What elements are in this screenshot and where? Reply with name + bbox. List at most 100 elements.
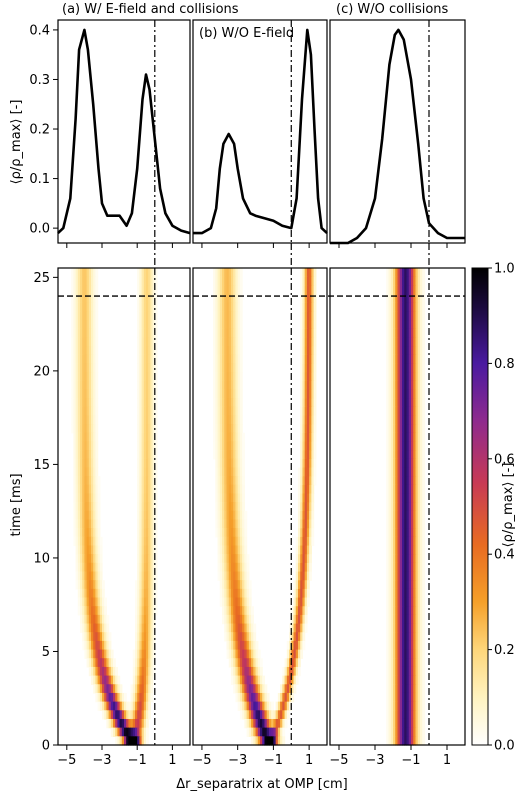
heatmap-cell	[88, 562, 92, 573]
heatmap-cell	[91, 571, 94, 581]
heatmap-cell	[388, 328, 392, 338]
heatmap-cell	[388, 493, 392, 503]
heatmap-cell	[251, 692, 254, 703]
heatmap-cell	[148, 658, 151, 668]
heatmap-cell	[233, 380, 237, 391]
heatmap-cell	[415, 493, 419, 503]
heatmap-cell	[95, 311, 99, 321]
heatmap-cell	[297, 571, 301, 581]
heatmap-cell	[88, 398, 92, 408]
heatmap-cell	[75, 354, 79, 364]
heatmap-cell	[146, 320, 149, 330]
heatmap-cell	[233, 640, 237, 651]
heatmap-cell	[411, 545, 414, 555]
heatmap-cell	[415, 623, 419, 633]
heatmap-cell	[143, 398, 147, 408]
heatmap-cell	[86, 658, 90, 668]
heatmap-cell	[406, 701, 410, 711]
heatmap-cell	[235, 510, 239, 521]
heatmap-cell	[302, 406, 306, 417]
heatmap-cell	[119, 718, 123, 729]
heatmap-cell	[413, 398, 417, 408]
heatmap-cell	[139, 536, 143, 547]
heatmap-cell	[264, 718, 268, 729]
heatmap-cell	[137, 727, 140, 737]
heatmap-cell	[137, 606, 140, 616]
heatmap-cell	[93, 649, 96, 659]
heatmap-cell	[141, 623, 145, 633]
heatmap-cell	[313, 311, 317, 321]
heatmap-cell	[297, 528, 301, 538]
heatmap-cell	[224, 432, 228, 443]
heatmap-cell	[293, 649, 297, 659]
heatmap-cell	[413, 606, 417, 616]
heatmap-cell	[415, 276, 419, 286]
heatmap-cell	[224, 346, 228, 356]
heatmap-cell	[242, 467, 245, 477]
heatmap-cell	[230, 493, 234, 503]
heatmap-cell	[302, 450, 306, 460]
heatmap-cell	[102, 701, 105, 711]
heatmap-cell	[304, 415, 308, 425]
heatmap-cell	[230, 432, 234, 443]
heatmap-cell	[413, 528, 417, 538]
heatmap-cell	[146, 493, 149, 503]
heatmap-cell	[215, 441, 219, 451]
heatmap-cell	[222, 311, 225, 321]
heatmap-cell	[148, 614, 151, 625]
heatmap-cell	[406, 476, 410, 486]
heatmap-cell	[91, 528, 94, 538]
heatmap-cell	[399, 268, 403, 278]
heatmap-cell	[77, 268, 81, 278]
heatmap-cell	[306, 354, 310, 364]
heatmap-cell	[393, 692, 396, 703]
heatmap-cell	[313, 398, 317, 408]
heatmap-cell	[313, 294, 317, 304]
heatmap-cell	[146, 519, 149, 529]
x-tick-label: −5	[329, 753, 348, 768]
heatmap-cell	[291, 606, 295, 616]
heatmap-cell	[132, 718, 136, 729]
heatmap-cell	[248, 727, 252, 737]
heatmap-cell	[141, 658, 145, 668]
heatmap-cell	[306, 432, 310, 443]
heatmap-cell	[146, 736, 149, 746]
heatmap-cell	[420, 571, 423, 581]
heatmap-cell	[219, 268, 223, 278]
heatmap-cell	[230, 502, 234, 512]
heatmap-cell	[239, 476, 243, 486]
heatmap-cell	[253, 623, 257, 633]
heatmap-cell	[397, 727, 401, 737]
heatmap-cell	[246, 580, 250, 590]
heatmap-cell	[390, 528, 394, 538]
heatmap-cell	[399, 554, 403, 564]
heatmap-cell	[148, 640, 151, 651]
time-y-tick-label: 10	[33, 551, 50, 566]
heatmap-cell	[141, 562, 145, 573]
heatmap-cell	[393, 658, 396, 668]
heatmap-cell	[300, 640, 304, 651]
heatmap-frame-1	[192, 267, 328, 746]
heatmap-cell	[399, 294, 403, 304]
heatmap-cell	[399, 701, 403, 711]
heatmap-cell	[239, 311, 243, 321]
heatmap-cell	[80, 320, 83, 330]
heatmap-cell	[146, 580, 149, 590]
heatmap-cell	[97, 510, 101, 521]
heatmap-cell	[295, 649, 299, 659]
heatmap-cell	[386, 276, 390, 286]
heatmap-cell	[402, 380, 405, 391]
heatmap-cell	[88, 606, 92, 616]
heatmap-cell	[239, 528, 243, 538]
heatmap-cell	[222, 346, 225, 356]
heatmap-cell	[141, 294, 145, 304]
heatmap-cell	[239, 692, 243, 703]
heatmap-cell	[295, 632, 299, 642]
heatmap-cell	[413, 710, 417, 720]
heatmap-cell	[213, 372, 216, 382]
heatmap-cell	[139, 493, 143, 503]
heatmap-cell	[139, 623, 143, 633]
heatmap-cell	[395, 467, 399, 477]
heatmap-cell	[235, 554, 239, 564]
heatmap-cell	[86, 649, 90, 659]
